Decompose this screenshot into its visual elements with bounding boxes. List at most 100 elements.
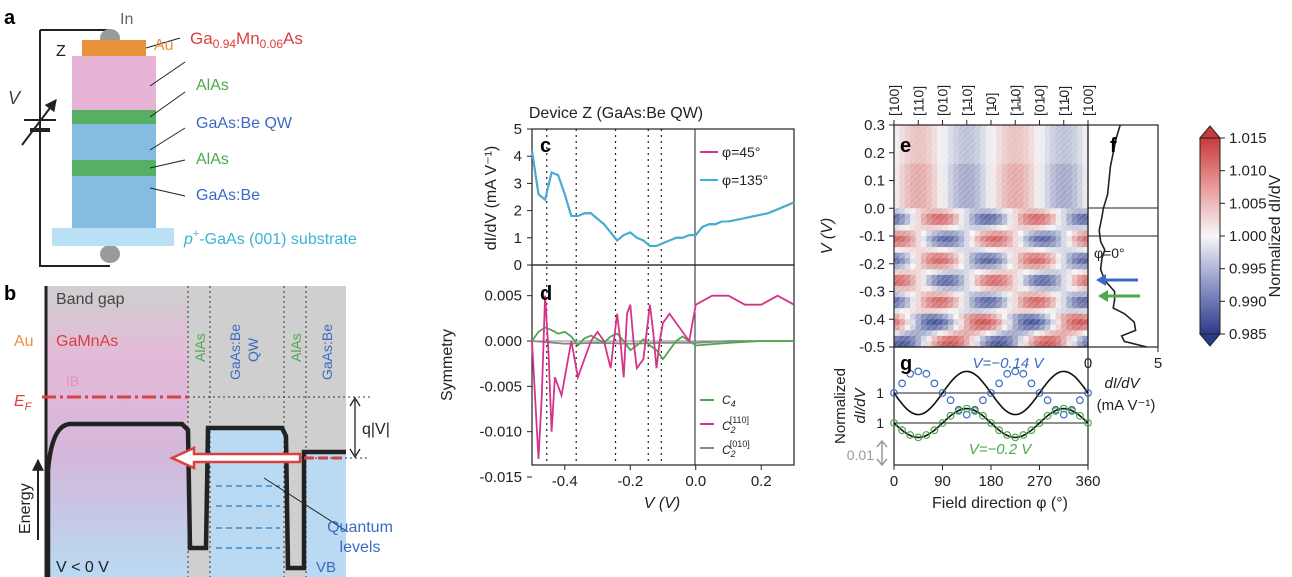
g-data-point [922,431,931,439]
g-data-point [1043,411,1052,420]
alas-layer-1 [72,110,156,124]
cd-xlabel: V (V) [644,495,680,512]
g-data-point [914,433,923,442]
alas-layer-2 [72,160,156,176]
colorbar-tick-label: 1.005 [1229,195,1267,212]
d-axes [531,264,795,466]
d-ylabel: Symmetry [439,329,456,401]
qw-vb-region [210,428,284,577]
f-xtick-label: 5 [1154,355,1162,372]
g-data-point [962,404,971,413]
e-topticks: [100] [110] [010] [1̵10] [1̵0] [1̵1̵0] [01̵0] [… [886,85,1096,125]
legend-c: φ=45° φ=135° [700,144,768,188]
g-data-point [1027,426,1036,435]
g-data-point [1084,389,1092,397]
d-yticks: 0.005 0.000 -0.005 -0.010 -0.015 [479,288,532,486]
g-data-point [1027,379,1036,388]
e-top-label: [1̵1̵0] [1007,85,1023,116]
panel-letter-b: b [4,283,16,305]
energy-axis: Energy [17,458,44,540]
g-data-point [1076,396,1084,405]
qw-label: GaAs:Be QW [196,115,293,132]
gaasbe-vb-region [306,452,346,577]
cd-xtick-label: 0.2 [751,473,772,490]
g-data-point [890,419,898,427]
valence-band-edge [45,421,346,577]
g-data-point [1035,419,1044,427]
d-ytick-label: -0.005 [479,378,522,395]
gamnas-region [46,286,188,577]
in-contact-bottom [100,245,120,263]
g-data-point [979,411,987,420]
cd-title: Device Z (GaAs:Be QW) [529,105,703,122]
gaasbe-label: GaAs:Be [196,187,260,204]
f-curve [1098,124,1147,348]
g-xtick-label: 90 [934,473,951,490]
c-ytick-label: 1 [514,230,522,247]
legend-d: C4 C2[110] C2[010] [700,393,750,459]
g-fit-line [893,370,1089,416]
qv-label: q|V| [362,421,390,438]
e-ytick-label: -0.2 [859,256,885,273]
colorbar-scale [1199,137,1221,335]
e-ylabel: V (V) [819,218,836,254]
e-ytick-label: 0.1 [864,173,885,190]
g-ylabel-1: Normalized [832,368,849,444]
colorbar: 1.015 1.010 1.005 1.000 0.995 0.990 0.985 Norm… [1198,125,1284,347]
g-data-point [1003,369,1012,378]
e-yticks: 0.3 0.2 0.1 0.0 -0.1 -0.2 -0.3 -0.4 -0.5 [859,117,894,356]
panel-b: b q|V| Band gap Au [4,283,393,577]
colorbar-tick-label: 0.990 [1229,293,1267,310]
gaasbe-layer [72,176,156,228]
e-top-label: [01̵0] [1032,85,1048,116]
resonance-markers [546,129,662,465]
g-xtick-label: 0 [890,473,898,490]
v-condition-label: V < 0 V [56,559,109,576]
series-phi45 [531,150,795,247]
au-label-b: Au [14,333,34,350]
alas-label-1: AlAs [196,77,229,94]
g-data-point [906,431,915,439]
colorbar-label: Normalized dI/dV [1267,174,1284,297]
gamnas-label-b: GaMnAs [56,333,118,350]
panel-letter-e: e [900,135,911,157]
series-c4 [531,326,794,361]
g-data-point [938,389,947,397]
colorbar-tick-label: 0.995 [1229,261,1267,278]
device-z-label: Z [56,43,66,60]
g-xlabel: Field direction φ (°) [932,495,1068,512]
g-data-point [1019,369,1028,378]
in-label: In [120,11,133,28]
g-xtick-label: 180 [978,473,1003,490]
c-ytick-label: 5 [514,121,522,138]
panel-letter-d: d [540,283,552,305]
g-data-point [946,411,955,420]
panel-letter-c: c [540,135,551,157]
g-one-top: 1 [876,385,884,401]
panel-letter-g: g [900,353,912,375]
g-data-point [1059,404,1068,413]
colorbar-tick-label: 0.985 [1229,326,1267,343]
quantum-levels-label-2: levels [340,539,381,556]
col-alas-1: AlAs [192,333,208,362]
ib-label: IB [66,373,79,389]
g-data-point [890,389,898,397]
g-data-point [898,379,906,388]
legend-d-c2-110: C2[110] [722,415,749,435]
e-top-label: [100] [1080,85,1096,116]
g-data-point [1003,431,1012,439]
band-gap-label: Band gap [56,291,125,308]
e-top-label: [11̵0] [1056,86,1072,116]
c-ytick-label: 0 [514,257,522,274]
e-top-label: [1̵10] [959,85,975,116]
d-ytick-label: 0.000 [484,333,522,350]
panel-letter-a: a [4,7,16,29]
g-data-point [1043,396,1052,405]
d-ytick-label: 0.005 [484,288,522,305]
e-ytick-label: 0.0 [864,200,885,217]
e-top-label: [100] [886,85,902,116]
ef-label: EF [14,393,33,413]
alas-label-2: AlAs [196,151,229,168]
gamnas-layer [72,56,156,110]
g-data-point [1011,433,1020,442]
